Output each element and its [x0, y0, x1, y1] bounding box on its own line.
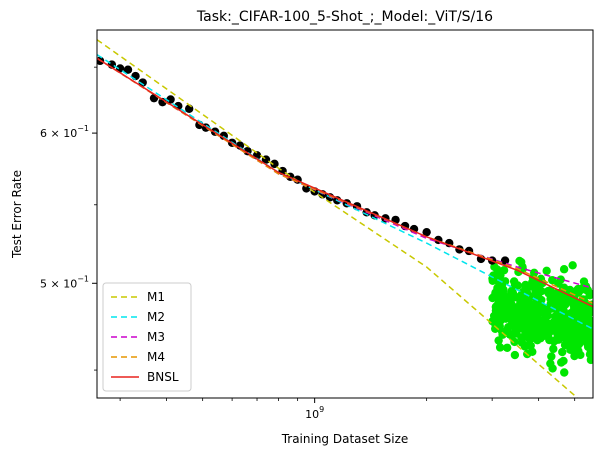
sample-point: [568, 338, 577, 347]
sample-point: [570, 289, 580, 298]
sample-point: [500, 277, 510, 286]
legend-label: M2: [147, 310, 165, 324]
sample-point: [557, 324, 567, 333]
sample-point: [544, 286, 553, 296]
sample-point: [586, 348, 593, 357]
sample-point: [561, 300, 570, 309]
sample-point: [553, 314, 562, 324]
legend-label: BNSL: [147, 370, 179, 384]
legend-label: M1: [147, 290, 165, 304]
legend: M1 M2 M3 M4 BNSL: [102, 282, 192, 392]
sample-point: [488, 276, 497, 285]
sample-point: [490, 319, 500, 328]
sample-point: [508, 288, 518, 298]
sample-point: [556, 275, 565, 284]
sample-point: [583, 285, 592, 295]
sample-point: [517, 304, 527, 313]
sample-point: [534, 316, 544, 325]
sample-point: [539, 331, 548, 341]
y-tick-label: 6 × 10−1: [40, 124, 89, 140]
sample-point: [534, 326, 543, 335]
sample-point: [510, 350, 520, 360]
sample-point: [517, 338, 527, 347]
sample-point: [537, 295, 546, 305]
sample-point: [575, 328, 584, 337]
sample-point: [502, 343, 512, 352]
sample-point: [526, 311, 535, 320]
sample-point: [548, 364, 557, 373]
data-point: [123, 65, 133, 74]
fit-line-bnsl: [97, 57, 593, 308]
fit-line-m2: [97, 53, 593, 330]
fit-line-m4: [97, 57, 593, 304]
x-axis-label: Training Dataset Size: [281, 432, 409, 446]
x-tick-label: 109: [305, 405, 324, 421]
plot-frame: [96, 29, 594, 399]
sample-point: [559, 265, 569, 274]
sample-point: [509, 277, 519, 286]
sample-point: [499, 266, 509, 275]
sample-point: [547, 352, 556, 361]
legend-label: M3: [147, 330, 165, 344]
sample-point: [568, 261, 577, 270]
sample-point: [565, 321, 575, 330]
sample-point: [521, 280, 530, 290]
legend-box: [102, 282, 192, 392]
sample-point: [580, 318, 590, 327]
data-point: [138, 78, 147, 87]
data-point: [270, 159, 279, 169]
sample-point: [497, 292, 507, 301]
sample-point: [558, 347, 567, 357]
sample-point: [542, 323, 551, 332]
sample-point: [515, 256, 524, 266]
sample-point: [549, 344, 558, 354]
legend-label: M4: [147, 350, 165, 364]
sample-point: [570, 301, 580, 311]
sample-point: [559, 356, 568, 366]
sample-point: [526, 341, 535, 350]
chart-title: Task:_CIFAR-100_5-Shot_;_Model:_ViT/S/16: [196, 9, 493, 25]
sample-point: [541, 304, 550, 313]
sample-point: [533, 280, 542, 290]
sample-point: [581, 312, 590, 321]
sample-point: [516, 310, 525, 320]
sample-point: [510, 337, 519, 347]
data-point: [500, 256, 510, 265]
sample-point: [551, 300, 560, 310]
sample-point: [529, 268, 539, 278]
sample-point: [543, 311, 552, 320]
plot-area: [97, 39, 593, 398]
sample-point: [515, 324, 525, 333]
data-point: [422, 227, 431, 237]
y-tick-label: 5 × 10−1: [40, 274, 89, 290]
data-point: [115, 64, 125, 73]
sample-point: [517, 293, 526, 302]
y-axis-label: Test Error Rate: [10, 170, 24, 259]
sample-point: [560, 368, 569, 377]
sample-point: [584, 332, 593, 341]
sample-point: [495, 343, 505, 352]
fit-line-m1: [97, 39, 579, 398]
sample-point: [523, 294, 533, 303]
sample-point: [496, 301, 506, 310]
sample-point: [542, 266, 551, 276]
sample-point: [576, 350, 585, 360]
data-point: [302, 184, 311, 193]
